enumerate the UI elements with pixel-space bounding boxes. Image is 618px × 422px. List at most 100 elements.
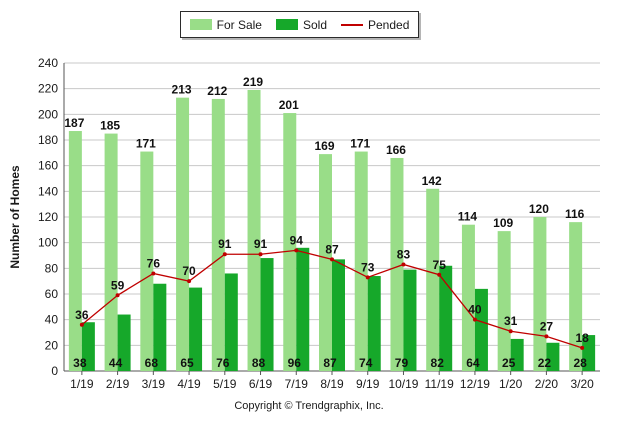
label-pended: 70 xyxy=(182,264,196,278)
label-pended: 36 xyxy=(75,308,89,322)
label-sold: 22 xyxy=(538,356,552,370)
label-pended: 91 xyxy=(218,237,232,251)
label-for-sale: 185 xyxy=(100,119,120,133)
point-pended xyxy=(508,329,513,334)
point-pended xyxy=(79,322,84,327)
point-pended xyxy=(115,293,120,298)
y-tick-label: 60 xyxy=(45,287,59,301)
label-sold: 44 xyxy=(109,356,123,370)
label-pended: 83 xyxy=(397,247,411,261)
label-for-sale: 114 xyxy=(458,210,478,224)
bar-for-sale xyxy=(104,133,118,371)
label-for-sale: 171 xyxy=(350,137,370,151)
bar-sold xyxy=(546,342,560,371)
bar-sold xyxy=(189,287,203,371)
label-sold: 65 xyxy=(180,356,194,370)
point-pended xyxy=(544,334,549,339)
label-for-sale: 212 xyxy=(207,84,227,98)
label-pended: 59 xyxy=(111,278,125,292)
point-pended xyxy=(187,279,192,284)
label-for-sale: 219 xyxy=(243,75,263,89)
bar-for-sale xyxy=(247,89,261,371)
point-pended xyxy=(330,257,334,262)
y-tick-label: 200 xyxy=(38,107,58,121)
x-tick-label: 1/20 xyxy=(499,377,523,391)
x-tick-label: 3/20 xyxy=(570,377,594,391)
bar-for-sale xyxy=(319,154,332,371)
y-tick-label: 40 xyxy=(45,313,59,327)
point-pended xyxy=(258,252,263,257)
legend-swatch-pended xyxy=(341,23,363,26)
label-pended: 18 xyxy=(575,331,589,345)
x-tick-label: 2/19 xyxy=(106,377,130,391)
label-for-sale: 120 xyxy=(529,202,549,216)
bar-sold xyxy=(474,288,488,371)
bar-sold xyxy=(403,269,417,371)
y-tick-label: 220 xyxy=(38,82,58,96)
x-tick-label: 8/19 xyxy=(320,377,344,391)
bar-for-sale xyxy=(497,231,511,371)
legend-swatch-sold xyxy=(275,19,298,30)
label-sold: 88 xyxy=(252,356,266,370)
bar-sold xyxy=(332,259,345,371)
x-tick-label: 7/19 xyxy=(285,377,309,391)
point-pended xyxy=(365,275,370,280)
y-tick-label: 240 xyxy=(38,56,58,70)
bar-for-sale xyxy=(390,157,404,371)
bar-sold xyxy=(439,265,453,371)
legend-item-pended: Pended xyxy=(341,18,409,32)
label-for-sale: 213 xyxy=(172,83,192,97)
y-tick-label: 120 xyxy=(38,210,58,224)
label-pended: 27 xyxy=(540,319,554,333)
label-for-sale: 142 xyxy=(422,174,442,188)
legend-label-for-sale: For Sale xyxy=(216,17,262,32)
label-for-sale: 109 xyxy=(493,216,513,230)
y-axis-title: Number of Homes xyxy=(8,165,22,269)
bar-sold xyxy=(296,247,310,371)
x-tick-label: 11/19 xyxy=(425,377,454,391)
bar-for-sale xyxy=(533,217,547,371)
y-tick-label: 80 xyxy=(45,261,59,275)
label-pended: 94 xyxy=(290,233,304,247)
label-sold: 87 xyxy=(323,356,337,370)
label-pended: 31 xyxy=(504,314,518,328)
bar-for-sale xyxy=(211,98,225,371)
x-tick-label: 10/19 xyxy=(388,377,418,391)
label-sold: 82 xyxy=(431,356,445,370)
label-sold: 79 xyxy=(395,356,409,370)
x-tick-label: 4/19 xyxy=(177,377,201,391)
label-sold: 96 xyxy=(288,356,302,370)
point-pended xyxy=(437,272,442,277)
label-pended: 76 xyxy=(147,256,161,270)
point-pended xyxy=(151,271,156,276)
label-sold: 64 xyxy=(466,356,480,370)
label-sold: 38 xyxy=(73,356,87,370)
bar-for-sale xyxy=(283,113,297,372)
legend: For Sale Sold Pended xyxy=(180,11,419,38)
x-tick-label: 1/19 xyxy=(70,377,94,391)
legend-swatch-for-sale xyxy=(189,19,212,30)
bar-sold xyxy=(117,314,131,371)
bar-for-sale xyxy=(68,131,82,371)
bar-for-sale xyxy=(354,151,368,371)
x-tick-label: 2/20 xyxy=(535,377,559,391)
bar-for-sale xyxy=(569,222,583,371)
legend-label-pended: Pended xyxy=(368,17,410,32)
legend-label-sold: Sold xyxy=(302,17,327,32)
legend-item-for-sale: For Sale xyxy=(189,17,262,32)
label-for-sale: 166 xyxy=(386,143,406,157)
x-tick-label: 6/19 xyxy=(249,377,273,391)
label-pended: 75 xyxy=(433,258,447,272)
label-for-sale: 171 xyxy=(136,137,156,151)
label-pended: 40 xyxy=(468,303,482,317)
label-for-sale: 169 xyxy=(314,139,334,153)
point-pended xyxy=(472,317,477,322)
label-sold: 25 xyxy=(502,356,516,370)
label-pended: 73 xyxy=(361,260,375,274)
copyright-text: Copyright © Trendgraphix, Inc. xyxy=(234,400,384,412)
x-tick-label: 3/19 xyxy=(142,377,166,391)
bar-sold xyxy=(81,322,95,371)
point-pended xyxy=(222,252,227,257)
